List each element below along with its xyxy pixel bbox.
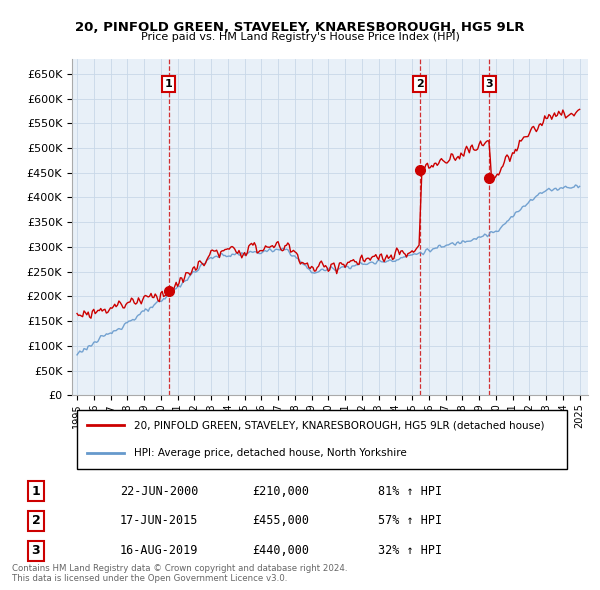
Text: HPI: Average price, detached house, North Yorkshire: HPI: Average price, detached house, Nort…: [134, 448, 407, 457]
Text: 32% ↑ HPI: 32% ↑ HPI: [378, 545, 442, 558]
Text: 1: 1: [32, 484, 40, 497]
Text: 16-AUG-2019: 16-AUG-2019: [120, 545, 199, 558]
Text: £455,000: £455,000: [252, 514, 309, 527]
Text: 57% ↑ HPI: 57% ↑ HPI: [378, 514, 442, 527]
Text: 2: 2: [32, 514, 40, 527]
FancyBboxPatch shape: [77, 411, 568, 468]
Text: 81% ↑ HPI: 81% ↑ HPI: [378, 484, 442, 497]
Text: 1: 1: [165, 78, 173, 88]
Text: 3: 3: [485, 78, 493, 88]
Text: Price paid vs. HM Land Registry's House Price Index (HPI): Price paid vs. HM Land Registry's House …: [140, 32, 460, 42]
Text: 20, PINFOLD GREEN, STAVELEY, KNARESBOROUGH, HG5 9LR: 20, PINFOLD GREEN, STAVELEY, KNARESBOROU…: [75, 21, 525, 34]
Text: £210,000: £210,000: [252, 484, 309, 497]
Text: Contains HM Land Registry data © Crown copyright and database right 2024.
This d: Contains HM Land Registry data © Crown c…: [12, 563, 347, 583]
Text: 17-JUN-2015: 17-JUN-2015: [120, 514, 199, 527]
Text: 22-JUN-2000: 22-JUN-2000: [120, 484, 199, 497]
Text: £440,000: £440,000: [252, 545, 309, 558]
Text: 3: 3: [32, 545, 40, 558]
Text: 2: 2: [416, 78, 424, 88]
Text: 20, PINFOLD GREEN, STAVELEY, KNARESBOROUGH, HG5 9LR (detached house): 20, PINFOLD GREEN, STAVELEY, KNARESBOROU…: [134, 420, 544, 430]
